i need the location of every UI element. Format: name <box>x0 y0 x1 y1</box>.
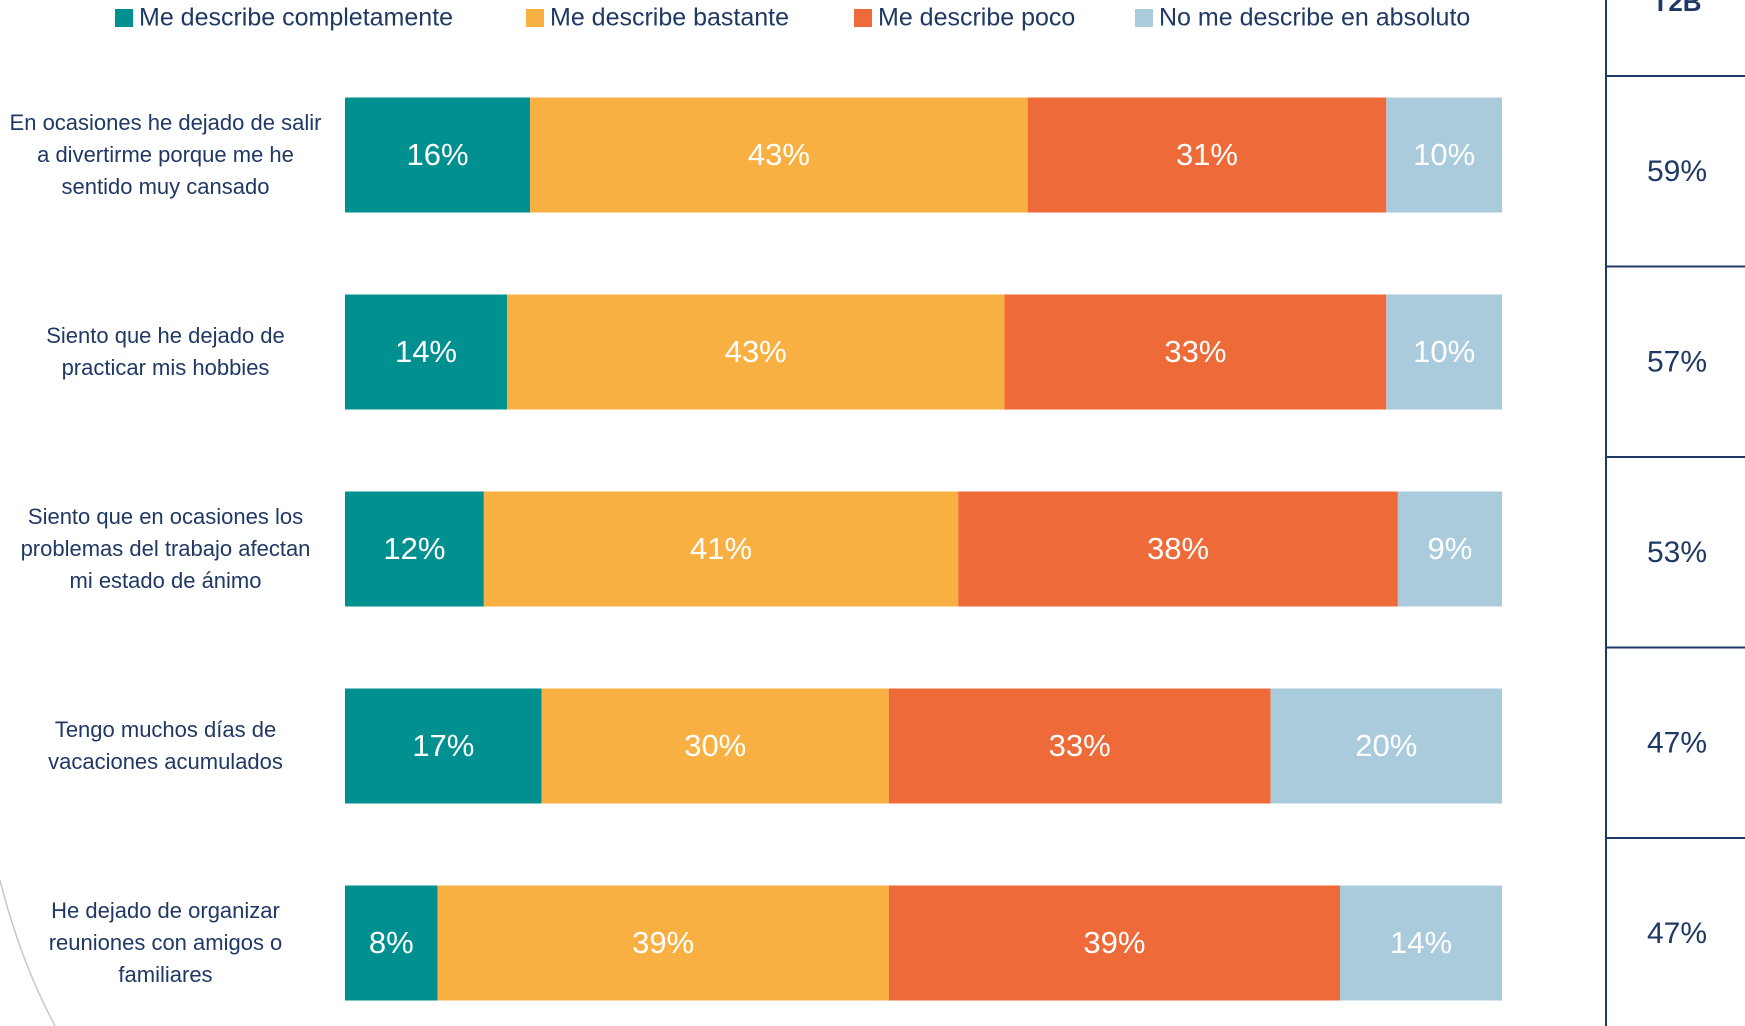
data-label: 43% <box>725 334 787 369</box>
bar-segment <box>1397 491 1502 607</box>
bar-segment <box>1386 97 1502 213</box>
bar-segment <box>1386 294 1502 410</box>
t2b-value: 47% <box>1647 726 1707 759</box>
data-label: 10% <box>1413 137 1475 172</box>
data-label: 10% <box>1413 334 1475 369</box>
bar-segment <box>345 491 484 607</box>
bar-segment <box>506 294 1005 410</box>
data-label: 38% <box>1147 531 1209 566</box>
bar-segment <box>1004 294 1387 410</box>
bar-segment <box>541 688 889 804</box>
decor-curve <box>0 879 56 1026</box>
bar-segment <box>1270 688 1502 804</box>
bar-segment <box>345 294 507 410</box>
data-label: 31% <box>1176 137 1238 172</box>
legend-swatch <box>115 9 133 27</box>
category-label: En ocasiones he dejado de salir a divert… <box>9 110 322 199</box>
bar-segment <box>530 97 1028 213</box>
legend-swatch <box>526 9 544 27</box>
t2b-value: 53% <box>1647 536 1707 569</box>
category-label: Tengo muchos días de vacaciones acumulad… <box>48 717 283 774</box>
bar-segment <box>483 491 959 607</box>
data-label: 14% <box>1390 925 1452 960</box>
data-label: 43% <box>748 137 810 172</box>
bar-segment <box>1340 885 1502 1001</box>
category-label: Siento que he dejado de practicar mis ho… <box>46 323 285 380</box>
data-label: 33% <box>1049 728 1111 763</box>
bar-segment <box>958 491 1398 607</box>
t2b-header: T2B <box>1652 0 1701 17</box>
bar-segment <box>345 688 542 804</box>
data-label: 20% <box>1355 728 1417 763</box>
data-label: 12% <box>383 531 445 566</box>
data-label: 33% <box>1164 334 1226 369</box>
bar-segment <box>345 885 438 1001</box>
category-label: Siento que en ocasiones los problemas de… <box>20 504 311 593</box>
data-label: 16% <box>407 137 469 172</box>
data-label: 39% <box>1083 925 1145 960</box>
data-label: 39% <box>632 925 694 960</box>
data-label: 8% <box>369 925 414 960</box>
t2b-value: 57% <box>1647 345 1707 378</box>
legend-label: Me describe completamente <box>139 4 453 32</box>
category-label: He dejado de organizar reuniones con ami… <box>48 898 283 987</box>
t2b-value: 47% <box>1647 917 1707 950</box>
data-label: 41% <box>690 531 752 566</box>
bar-segment <box>437 885 889 1001</box>
data-label: 30% <box>684 728 746 763</box>
t2b-value: 59% <box>1647 155 1707 188</box>
legend-swatch <box>1135 9 1153 27</box>
legend-swatch <box>854 9 872 27</box>
legend-label: No me describe en absoluto <box>1159 4 1470 32</box>
bar-segment <box>888 688 1271 804</box>
bar-segment <box>1027 97 1387 213</box>
legend-label: Me describe poco <box>878 4 1075 32</box>
data-label: 9% <box>1428 531 1473 566</box>
bar-segment <box>888 885 1341 1001</box>
data-label: 17% <box>412 728 474 763</box>
legend-label: Me describe bastante <box>550 4 789 32</box>
bar-segment <box>345 97 531 213</box>
data-label: 14% <box>395 334 457 369</box>
